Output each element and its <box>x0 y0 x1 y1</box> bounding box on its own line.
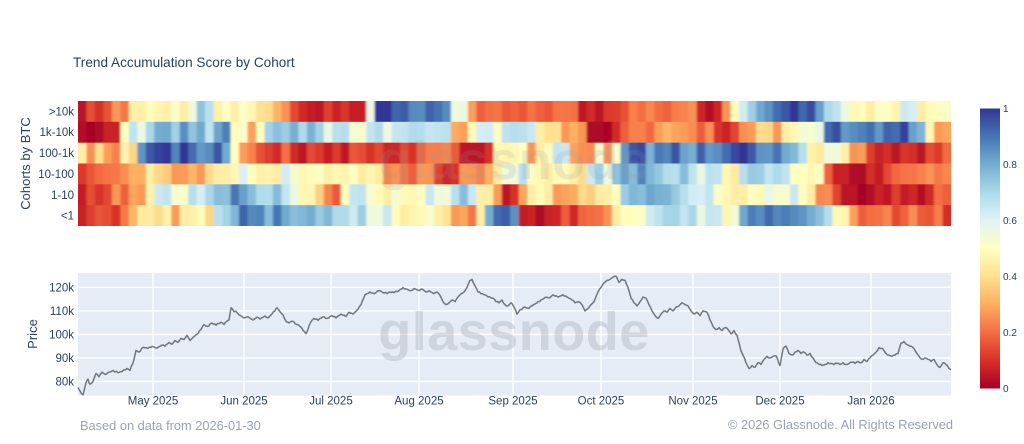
svg-text:<1: <1 <box>61 211 74 223</box>
svg-text:Nov 2025: Nov 2025 <box>668 396 717 408</box>
svg-text:90k: 90k <box>55 353 74 365</box>
svg-text:0.2: 0.2 <box>1003 328 1017 339</box>
svg-text:Based on data from 2026-01-30: Based on data from 2026-01-30 <box>80 418 261 433</box>
svg-text:0: 0 <box>1003 384 1009 395</box>
svg-text:0.6: 0.6 <box>1003 216 1017 227</box>
svg-text:0.4: 0.4 <box>1003 272 1017 283</box>
svg-text:Sep 2025: Sep 2025 <box>488 396 537 408</box>
svg-text:100k: 100k <box>49 329 74 341</box>
svg-text:120k: 120k <box>49 282 74 294</box>
svg-text:© 2026 Glassnode. All Rights R: © 2026 Glassnode. All Rights Reserved <box>728 417 953 432</box>
svg-text:Cohorts by BTC: Cohorts by BTC <box>18 117 33 209</box>
svg-text:80k: 80k <box>55 377 74 389</box>
svg-text:glassnode: glassnode <box>378 131 650 191</box>
svg-text:100-1k: 100-1k <box>39 148 74 160</box>
svg-text:Jun 2025: Jun 2025 <box>220 396 267 408</box>
svg-text:May 2025: May 2025 <box>128 396 179 408</box>
svg-text:Dec 2025: Dec 2025 <box>755 396 804 408</box>
svg-text:glassnode: glassnode <box>378 302 650 362</box>
svg-text:Price: Price <box>25 319 40 349</box>
svg-text:>10k: >10k <box>49 106 75 118</box>
svg-text:0.8: 0.8 <box>1003 160 1017 171</box>
svg-text:Jul 2025: Jul 2025 <box>309 396 352 408</box>
svg-text:10-100: 10-100 <box>38 169 74 181</box>
svg-text:1: 1 <box>1003 104 1009 115</box>
svg-text:Oct 2025: Oct 2025 <box>578 396 625 408</box>
svg-text:Jan 2026: Jan 2026 <box>847 396 894 408</box>
svg-text:Trend Accumulation Score by Co: Trend Accumulation Score by Cohort <box>73 55 295 70</box>
svg-text:Aug 2025: Aug 2025 <box>394 396 443 408</box>
svg-text:1k-10k: 1k-10k <box>39 127 74 139</box>
svg-text:1-10: 1-10 <box>51 190 74 202</box>
svg-text:110k: 110k <box>50 306 74 318</box>
